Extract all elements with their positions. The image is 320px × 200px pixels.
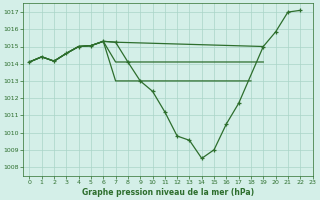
X-axis label: Graphe pression niveau de la mer (hPa): Graphe pression niveau de la mer (hPa) [82,188,254,197]
